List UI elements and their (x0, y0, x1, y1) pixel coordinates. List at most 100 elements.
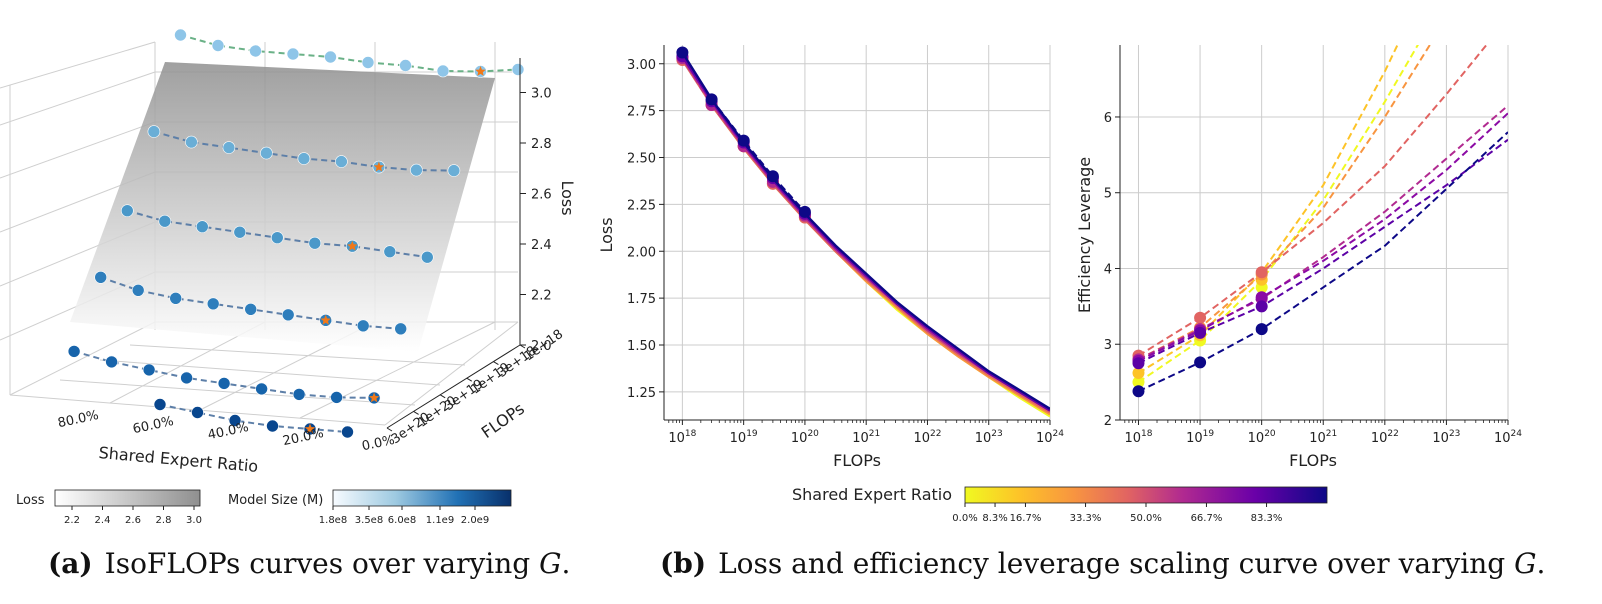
isoflops-point (174, 28, 187, 42)
loss-colorbar-tick-label: 3.0 (186, 515, 202, 526)
isoflops-point (420, 250, 434, 264)
x-tick-label: 1019 (1186, 429, 1214, 446)
loss-x-ticks: 1018 1019 1020 1021 1022 1023 1024 (668, 420, 1064, 446)
series-point (798, 205, 811, 218)
ratio-tick-label: 0.0% (361, 433, 396, 455)
leverage-x-ticks: 1018 1019 1020 1021 1022 1023 1024 (1124, 420, 1522, 446)
x-tick-label: 1019 (730, 429, 758, 446)
y-tick-label: 3.00 (627, 58, 656, 73)
isoflops-point (121, 204, 134, 217)
shared-ratio-colorbar-label: Shared Expert Ratio (792, 485, 952, 504)
loss-grid (664, 45, 1051, 420)
flops-tick-mark (439, 394, 446, 399)
loss-scaling-plot: 1.251.501.752.002.252.502.753.00 1018 101… (597, 45, 1064, 470)
x-tick-label: 1021 (1309, 429, 1337, 446)
loss-colorbar-tick-label: 2.2 (64, 515, 80, 526)
loss-tick-label: 2.2 (531, 289, 552, 304)
isoflops-point (180, 371, 193, 385)
leverage-series-group (1132, 45, 1508, 398)
isoflops-point (324, 50, 337, 64)
y-tick-label: 4 (1104, 262, 1112, 277)
loss-tick-label: 2.8 (531, 137, 552, 152)
series-point (1255, 266, 1268, 279)
loss-series-group (676, 46, 1050, 418)
loss-tick-label: 2.0 (531, 339, 552, 354)
loss-axis: 2.0 2.2 2.4 2.6 2.8 3.0 (519, 58, 552, 354)
x-tick-label: 1023 (1432, 429, 1460, 446)
flops-tick-mark (466, 377, 473, 382)
loss-colorbar: Loss 2.2 2.4 2.6 2.8 3.0 (16, 489, 202, 526)
isoflops-point (147, 125, 161, 138)
isoflops-point (228, 414, 242, 427)
optimal-star-marker (368, 392, 380, 403)
x-tick-label: 1020 (1248, 429, 1276, 446)
x-tick-label: 1022 (1371, 429, 1399, 446)
ratio-tick-label: 20.0% (282, 426, 326, 449)
isoflops-point (341, 425, 354, 439)
series-point (1132, 367, 1145, 379)
y-tick-label: 2.25 (627, 198, 656, 213)
isoflops-point (222, 141, 236, 154)
isoflops-point (297, 152, 311, 165)
ratio-colorbar-tick-label: 8.3% (982, 513, 1007, 524)
loss-tick-label: 3.0 (531, 87, 552, 102)
optimal-star-marker (373, 161, 385, 172)
isoflops-point (330, 391, 343, 404)
isoflops-point (361, 56, 375, 69)
isoflops-point (94, 270, 107, 284)
y-tick-label: 2.00 (627, 245, 656, 260)
isoflops-point (206, 297, 220, 311)
isoflops-point (153, 398, 167, 411)
series-point (1255, 291, 1268, 304)
isoflops-point (410, 163, 423, 177)
loss-surface (70, 62, 495, 352)
ratio-axis-label: Shared Expert Ratio (98, 443, 259, 476)
series-point (1132, 357, 1145, 370)
y-tick-label: 5 (1104, 187, 1112, 202)
loss-colorbar-label: Loss (16, 493, 45, 508)
loss-axis-label: Loss (558, 180, 577, 215)
loss-colorbar-tick-label: 2.8 (156, 515, 172, 526)
y-tick-label: 1.25 (627, 386, 656, 401)
flops-tick-mark (413, 410, 419, 415)
series-point (1132, 376, 1145, 389)
optimal-star-marker (304, 423, 316, 434)
isoflops-point (249, 44, 262, 58)
model-size-colorbar-tick-label: 3.5e8 (355, 515, 383, 526)
ratio-colorbar-tick-label: 50.0% (1130, 513, 1162, 524)
flops-tick-mark (519, 344, 526, 349)
flops-tick-mark (493, 361, 499, 366)
isoflops-point (67, 345, 81, 358)
series-point (737, 134, 750, 147)
isoflops-point (211, 39, 225, 52)
ratio-colorbar-tick-label: 16.7% (1010, 513, 1042, 524)
model-size-colorbar-tick-label: 2.0e9 (461, 515, 489, 526)
isoflops-point (335, 155, 348, 168)
isoflops-point (356, 319, 370, 333)
isoflops-line (159, 403, 348, 433)
ratio-tick-label: 60.0% (132, 414, 176, 437)
flops-tick-mark (386, 427, 393, 432)
optimal-star-marker (320, 314, 331, 325)
isoflops-line (73, 350, 375, 399)
optimal-star-marker (475, 66, 486, 76)
series-point (1194, 326, 1207, 339)
leverage-x-label: FLOPs (1289, 451, 1337, 470)
isoflops-point (383, 245, 397, 258)
y-tick-label: 2.75 (627, 105, 656, 120)
model-size-colorbar-tick-label: 1.8e8 (319, 515, 347, 526)
ratio-colorbar-tick-label: 0.0% (952, 513, 977, 524)
loss-colorbar-tick-label: 2.6 (125, 515, 141, 526)
y-tick-label: 1.50 (627, 339, 656, 354)
isoflops-point (399, 59, 412, 72)
ratio-tick-label: 80.0% (57, 408, 101, 431)
isoflops-point (142, 363, 156, 377)
isoflops-series-group (67, 28, 525, 439)
series-point (705, 93, 718, 106)
isoflops-point (394, 322, 408, 336)
isoflops-point (286, 47, 300, 61)
ratio-colorbar-tick-label: 33.3% (1070, 513, 1102, 524)
model-size-colorbar-label: Model Size (M) (228, 493, 323, 508)
x-tick-label: 1024 (1036, 429, 1064, 446)
